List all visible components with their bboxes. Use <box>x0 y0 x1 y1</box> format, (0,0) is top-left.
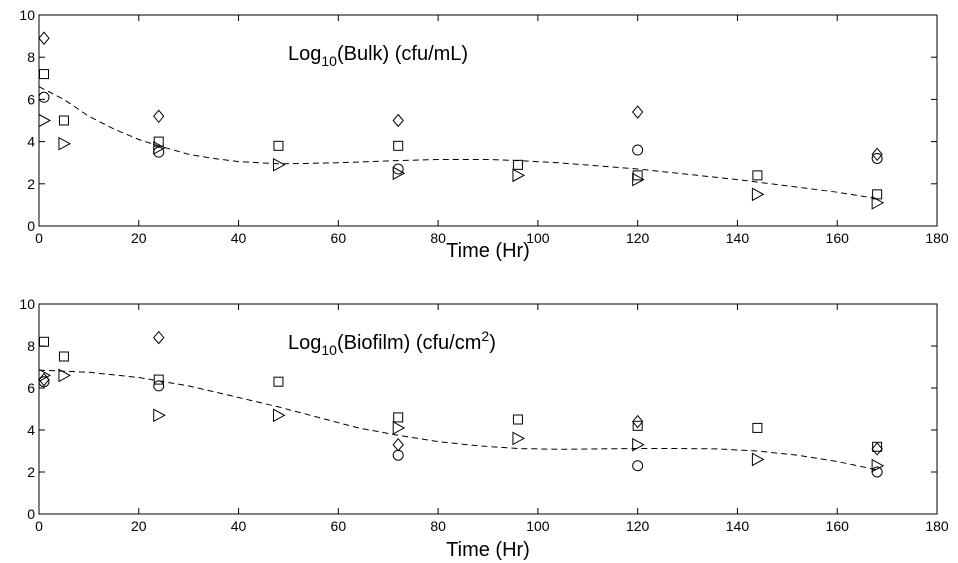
x-tick-label: 80 <box>430 518 446 534</box>
x-tick-label: 40 <box>231 518 247 534</box>
circle-marker <box>632 460 644 472</box>
x-tick-label: 160 <box>826 518 850 534</box>
x-tick-label: 120 <box>626 230 650 246</box>
x-axis-title: Time (Hr) <box>446 539 530 561</box>
square-marker <box>512 414 523 425</box>
triangle-right-marker <box>632 172 645 187</box>
fit-curve <box>38 369 878 471</box>
y-tick-label: 10 <box>19 7 35 23</box>
square-marker <box>58 115 69 126</box>
chart-panel-2: 0 20 40 60 80 100 120 140 160 180 0 2 4 6 8 10 Time (Hr)… <box>19 296 948 561</box>
triangle-right-marker <box>751 452 765 467</box>
triangle-right-marker <box>512 431 525 446</box>
x-tick-label: 20 <box>131 230 147 246</box>
diamond-marker <box>392 437 404 452</box>
y-tick-label: 8 <box>27 49 35 65</box>
diamond-marker <box>871 147 883 162</box>
x-tick-label: 140 <box>726 230 750 246</box>
square-marker <box>153 136 164 147</box>
diamond-marker <box>38 372 50 387</box>
x-tick-label: 60 <box>331 518 347 534</box>
diamond-marker <box>153 109 165 124</box>
diamond-marker <box>632 414 644 429</box>
x-tick-label: 100 <box>526 518 550 534</box>
square-marker <box>393 412 404 423</box>
x-tick-label: 120 <box>626 518 650 534</box>
x-tick-label: 0 <box>35 518 43 534</box>
triangle-right-marker <box>58 136 71 151</box>
diamond-marker <box>392 113 404 128</box>
diamond-marker <box>632 105 644 119</box>
plot-frame <box>38 14 938 227</box>
triangle-right-marker <box>38 368 52 383</box>
y-tick-label: 8 <box>27 338 35 354</box>
diamond-marker <box>871 442 883 456</box>
circle-marker <box>392 163 404 175</box>
triangle-right-marker <box>512 168 525 183</box>
square-marker <box>38 336 49 347</box>
x-tick-label: 40 <box>231 230 247 246</box>
y-tick-label: 4 <box>27 422 35 438</box>
triangle-right-marker <box>58 368 71 383</box>
y-tick-label: 0 <box>27 506 35 522</box>
panel-title: Log10(Bulk) (cfu/mL) <box>288 43 468 69</box>
triangle-right-marker <box>153 408 166 423</box>
x-axis-title: Time (Hr) <box>446 240 530 262</box>
square-marker <box>872 441 883 452</box>
square-marker <box>752 422 763 433</box>
fit-curve <box>38 86 878 200</box>
triangle-right-marker <box>272 157 286 172</box>
square-marker <box>38 69 49 80</box>
diamond-marker <box>153 330 165 345</box>
x-tick-label: 60 <box>331 230 347 246</box>
triangle-right-marker <box>38 113 52 128</box>
triangle-right-marker <box>153 141 166 155</box>
plot-frame <box>38 303 938 515</box>
square-marker <box>872 189 883 200</box>
x-tick-label: 80 <box>430 230 446 246</box>
panel-title: Log10(Biofilm) (cfu/cm2) <box>288 328 496 358</box>
square-marker <box>153 374 164 385</box>
y-tick-label: 6 <box>27 91 35 107</box>
triangle-right-marker <box>392 421 406 435</box>
diamond-marker <box>38 31 50 45</box>
x-tick-label: 180 <box>925 518 949 534</box>
triangle-right-marker <box>871 458 885 473</box>
y-tick-label: 2 <box>27 176 35 192</box>
y-tick-label: 6 <box>27 380 35 396</box>
circle-marker <box>392 449 404 461</box>
square-marker <box>752 170 763 181</box>
circle-marker <box>153 380 165 392</box>
triangle-right-marker <box>272 408 286 423</box>
square-marker <box>58 351 69 362</box>
square-marker <box>512 159 523 170</box>
square-marker <box>273 140 284 151</box>
y-tick-label: 10 <box>19 296 35 312</box>
circle-marker <box>632 144 644 156</box>
y-tick-label: 4 <box>27 134 35 150</box>
triangle-right-marker <box>751 187 765 202</box>
circle-marker <box>871 152 883 164</box>
chart-panel-1: 0 20 40 60 80 100 120 140 160 180 0 2 4 6 8 10 Time (Hr)… <box>19 7 948 262</box>
x-tick-label: 100 <box>526 230 550 246</box>
x-tick-label: 180 <box>925 230 949 246</box>
square-marker <box>393 140 404 151</box>
circle-marker <box>38 91 50 103</box>
x-tick-label: 0 <box>35 230 43 246</box>
triangle-right-marker <box>632 437 645 452</box>
x-tick-label: 20 <box>131 518 147 534</box>
triangle-right-marker <box>392 166 406 181</box>
x-tick-label: 160 <box>826 230 850 246</box>
y-tick-label: 0 <box>27 218 35 234</box>
y-tick-label: 2 <box>27 464 35 480</box>
circle-marker <box>153 146 165 158</box>
triangle-right-marker <box>871 195 885 210</box>
square-marker <box>632 420 643 431</box>
square-marker <box>273 376 284 387</box>
x-tick-label: 140 <box>726 518 750 534</box>
